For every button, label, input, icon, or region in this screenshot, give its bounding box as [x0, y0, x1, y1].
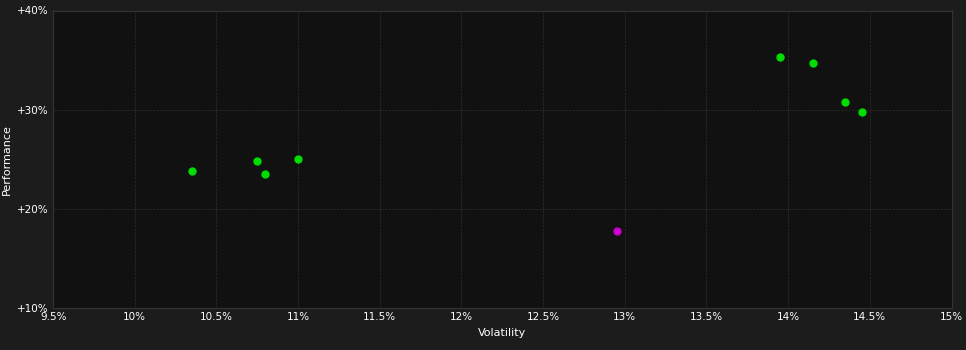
Point [838, 99, 853, 105]
Point [854, 109, 869, 114]
Y-axis label: Performance: Performance [2, 124, 12, 195]
Point [609, 228, 624, 233]
Point [185, 168, 200, 174]
Point [291, 156, 306, 162]
Point [772, 54, 787, 60]
Point [249, 159, 265, 164]
Point [805, 60, 820, 66]
X-axis label: Volatility: Volatility [478, 328, 526, 338]
Point [258, 172, 273, 177]
